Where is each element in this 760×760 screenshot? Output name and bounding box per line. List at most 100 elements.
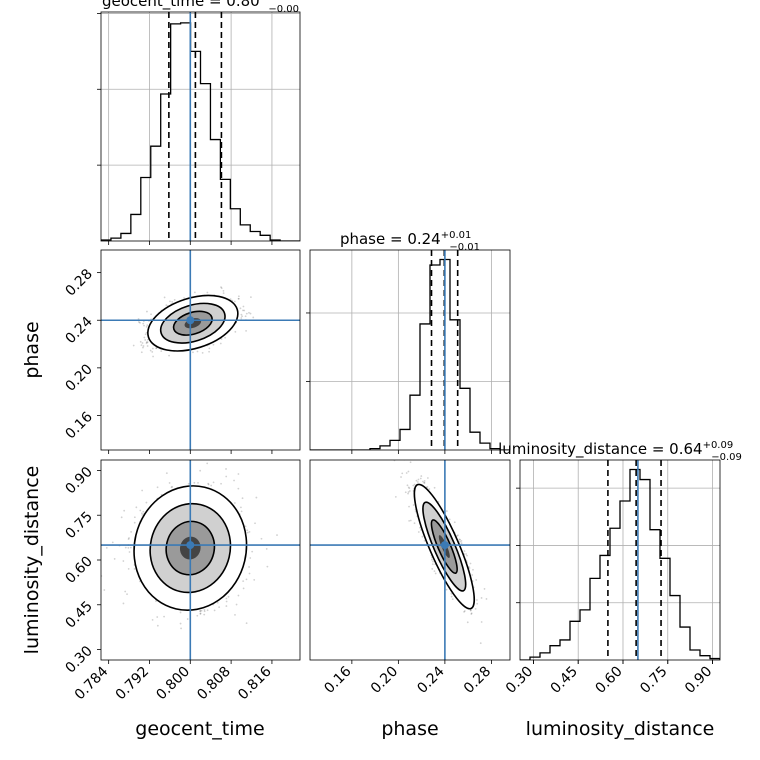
geocent_time-vs-phase-sample-point <box>146 310 148 313</box>
geocent_time-vs-luminosity_distance-sample-point <box>244 525 247 528</box>
luminosity_distance-hist-bin <box>590 578 600 660</box>
geocent_time-vs-luminosity_distance-sample-point <box>254 522 256 525</box>
phase-vs-luminosity_distance-sample-point <box>409 519 412 522</box>
lumdist-y-ytick-label: 0.60 <box>62 554 95 587</box>
phase-vs-luminosity_distance-sample-point <box>417 478 420 481</box>
lumdist-x-xtick-label: 0.30 <box>503 664 536 697</box>
x-axis-label-luminosity-distance: luminosity_distance <box>526 718 715 740</box>
phase-vs-luminosity_distance-sample-point <box>405 472 408 474</box>
phase-hist-bin <box>480 443 490 450</box>
geocent_time-vs-phase-sample-point <box>152 355 154 358</box>
phase-vs-luminosity_distance-axes-frame <box>309 459 511 661</box>
geocent_time-vs-phase-sample-point <box>163 296 166 299</box>
phase-x-axis-ticks: 0.16 0.20 0.24 0.28 <box>321 660 494 697</box>
phase-vs-luminosity_distance-sample-point <box>480 621 483 623</box>
geocent_time-vs-phase-sample-point <box>193 291 196 294</box>
phase-vs-luminosity_distance-sample-point <box>400 476 402 478</box>
phase-y-ytick-label: 0.20 <box>62 361 95 394</box>
geocent_time-vs-luminosity_distance-sample-point <box>255 496 258 499</box>
phase-vs-luminosity_distance-sample-point <box>422 480 424 483</box>
geocent_time-vs-luminosity_distance-sample-point <box>186 618 189 620</box>
geocent_time-vs-phase-sample-point <box>237 297 240 300</box>
geocent_time-histogram-step <box>101 22 300 241</box>
geocent_time-vs-phase-sample-point <box>142 346 144 349</box>
geocent_time-vs-luminosity_distance-sample-point <box>225 597 228 600</box>
phase-vs-luminosity_distance-sample-point <box>421 535 424 538</box>
phase-vs-luminosity_distance-sample-point <box>459 538 461 541</box>
geocent_time-vs-luminosity_distance-sample-point <box>163 615 165 618</box>
phase-vs-luminosity_distance-sample-point <box>416 481 419 483</box>
geocent_time-vs-phase-sample-point <box>138 321 140 324</box>
geocent_time-vs-luminosity_distance-sample-point <box>245 578 248 581</box>
geocent_time-vs-phase-sample-point <box>222 289 225 292</box>
geocent_time-vs-luminosity_distance-sample-point <box>156 624 159 627</box>
geocent_time-vs-luminosity_distance-plot-area <box>101 460 300 660</box>
geocent_time-vs-luminosity_distance-sample-point <box>200 609 203 612</box>
geocent_time-vs-luminosity_distance-sample-point <box>235 603 238 606</box>
geocent_time-vs-phase-sample-point <box>220 287 223 290</box>
geocent_time-vs-luminosity_distance-sample-point <box>171 485 174 488</box>
geocent_time-vs-phase-sample-point <box>155 347 158 350</box>
phase-vs-luminosity_distance-sample-point <box>401 472 404 475</box>
geocent_time-vs-phase-sample-point <box>146 341 149 344</box>
phase-vs-luminosity_distance-sample-point <box>457 534 459 537</box>
geocent_time-vs-luminosity_distance-sample-point <box>240 510 243 513</box>
geocent_time-vs-phase-sample-point <box>208 347 211 350</box>
geocent_time-vs-luminosity_distance-sample-point <box>245 622 248 625</box>
geocent_time-vs-luminosity_distance-sample-point <box>111 541 114 544</box>
geocent_time-vs-luminosity_distance-sample-point <box>248 566 250 568</box>
phase-vs-luminosity_distance-sample-point <box>426 477 429 479</box>
geocent_time-vs-phase-sample-point <box>139 321 141 324</box>
geocent_time-vs-luminosity_distance-sample-point <box>216 601 219 604</box>
phase-vs-luminosity_distance-sample-point <box>413 522 416 525</box>
geocent_time-vs-luminosity_distance-sample-point <box>179 611 182 614</box>
phase-x-xtick-label: 0.28 <box>461 664 494 697</box>
phase-vs-luminosity_distance-sample-point <box>433 486 436 489</box>
geocent_time-vs-phase-sample-point <box>168 354 170 357</box>
phase-vs-luminosity_distance-sample-point <box>465 553 467 555</box>
phase-vs-luminosity_distance-sample-point <box>469 609 472 611</box>
phase-vs-luminosity_distance-sample-point <box>448 518 451 521</box>
phase-vs-luminosity_distance-sample-point <box>445 510 448 512</box>
geocent_time-vs-luminosity_distance-sample-point <box>210 484 213 487</box>
luminosity_distance-plot-area <box>520 460 720 660</box>
phase-vs-luminosity_distance-sample-point <box>428 488 431 490</box>
geocent_time-vs-luminosity_distance-sample-point <box>124 590 127 593</box>
phase-vs-luminosity_distance-sample-point <box>431 563 434 566</box>
geocent_time-vs-phase-sample-point <box>222 292 225 294</box>
geocent_time-vs-phase-panel <box>100 249 301 451</box>
phase-plot-area <box>310 250 510 450</box>
phase-vs-luminosity_distance-sample-point <box>450 595 453 598</box>
phase-vs-luminosity_distance-sample-point <box>463 610 465 613</box>
luminosity_distance-hist-bin <box>620 501 630 660</box>
geocent_time-title: geocent_time = 0.80+0.00−0.00 <box>102 0 299 15</box>
phase-vs-luminosity_distance-sample-point <box>474 608 477 610</box>
phase-axes-frame <box>309 249 511 451</box>
phase-vs-luminosity_distance-sample-point <box>469 562 472 565</box>
geocent_time-vs-luminosity_distance-sample-point <box>133 521 136 524</box>
geocent_time-vs-luminosity_distance-sample-point <box>248 530 251 533</box>
phase-hist-bin <box>420 324 430 450</box>
geocent_time-vs-luminosity_distance-sample-point <box>133 568 136 570</box>
lumdist-x-xtick-label: 0.60 <box>592 664 625 697</box>
geocent_time-vs-phase-sample-point <box>233 300 236 303</box>
geocent_time-vs-luminosity_distance-sample-point <box>113 558 116 560</box>
phase-vs-luminosity_distance-sample-point <box>408 487 411 490</box>
geocent_time-vs-luminosity_distance-panel <box>100 459 301 661</box>
lumdist-x-xtick-label: 0.90 <box>682 664 715 697</box>
geocent_time-vs-luminosity_distance-sample-point <box>265 548 268 550</box>
phase-hist-bin <box>410 395 420 450</box>
geocent_time-hist-bin <box>250 232 260 241</box>
geocent_time-vs-phase-sample-point <box>229 298 232 301</box>
phase-vs-luminosity_distance-sample-point <box>409 461 412 464</box>
geocent_time-vs-phase-sample-point <box>141 342 144 344</box>
geocent-x-xtick-label: 0.816 <box>235 663 275 703</box>
phase-vs-luminosity_distance-sample-point <box>432 560 434 563</box>
geocent_time-vs-luminosity_distance-sample-point <box>129 546 132 549</box>
phase-vs-luminosity_distance-sample-point <box>463 550 466 552</box>
geocent_time-vs-phase-sample-point <box>165 304 168 307</box>
geocent_time-vs-luminosity_distance-sample-point <box>156 616 159 618</box>
phase-vs-luminosity_distance-sample-point <box>453 521 456 524</box>
geocent_time-vs-luminosity_distance-sample-point <box>246 529 249 532</box>
geocent_time-vs-luminosity_distance-sample-point <box>142 510 145 513</box>
